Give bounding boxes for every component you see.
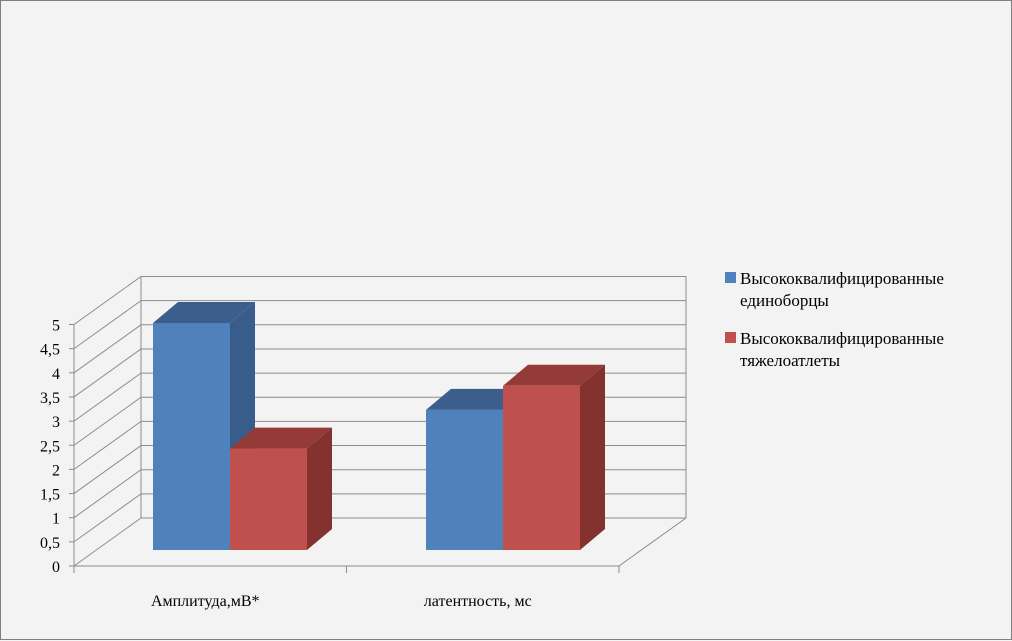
legend-item: Высококвалифицированные единоборцы	[725, 269, 944, 310]
bar-side	[307, 427, 332, 550]
grid-diagonal	[73, 420, 142, 470]
grid-diagonal	[73, 372, 142, 422]
y-tick-label: 4	[52, 366, 60, 383]
bar-top	[426, 388, 528, 410]
legend-item: Высококвалифицированные тяжелоатлеты	[725, 329, 944, 370]
bar-top	[153, 301, 255, 323]
y-tick-label: 1,5	[40, 487, 60, 504]
y-tick-label: 3	[52, 414, 60, 431]
bar	[153, 301, 255, 550]
bar-front	[230, 448, 307, 550]
legend-label: Высококвалифицированные	[740, 269, 944, 288]
grid-diagonal	[73, 276, 142, 325]
bar	[230, 427, 332, 550]
legend-label: Высококвалифицированные	[740, 329, 944, 348]
legend-swatch	[725, 332, 736, 343]
x-axis: Амплитуда,мВ* латентность, мс	[73, 565, 620, 610]
y-tick-label: 0	[52, 559, 60, 576]
floor-right-edge	[618, 517, 687, 567]
legend-label: тяжелоатлеты	[740, 351, 841, 370]
grid-diagonal	[73, 348, 142, 398]
x-category-label: Амплитуда,мВ*	[151, 593, 260, 610]
y-tick-label: 4,5	[40, 342, 60, 359]
grid-diagonal	[73, 300, 142, 350]
bars	[153, 301, 605, 550]
legend-swatch	[725, 272, 736, 283]
y-tick-label: 3,5	[40, 390, 60, 407]
grid-diagonal	[73, 493, 142, 543]
y-tick-label: 2,5	[40, 438, 60, 455]
x-category-label: латентность, мс	[424, 593, 532, 610]
bar-top	[230, 427, 332, 449]
y-axis-ticks: 0 0,5 1 1,5 2 2,5 3 3,5 4 4,5 5	[40, 318, 74, 576]
y-tick-label: 5	[52, 318, 60, 335]
legend-label: единоборцы	[740, 291, 829, 310]
grid-diagonal	[73, 396, 142, 446]
bar-front	[426, 409, 503, 550]
y-tick-label: 2	[52, 462, 60, 479]
bar-front	[503, 385, 580, 550]
bar-top	[503, 364, 605, 386]
grid-diagonal	[73, 469, 142, 519]
grid-diagonal	[73, 445, 142, 494]
grid-diagonal	[73, 324, 142, 374]
grid-diagonal	[73, 517, 142, 567]
bar	[503, 364, 605, 550]
bar-side	[580, 364, 605, 550]
legend: ВысококвалифицированныеединоборцыВысокок…	[725, 269, 944, 370]
y-tick-label: 0,5	[40, 535, 60, 552]
bar-front	[153, 322, 230, 550]
y-tick-label: 1	[52, 511, 60, 528]
